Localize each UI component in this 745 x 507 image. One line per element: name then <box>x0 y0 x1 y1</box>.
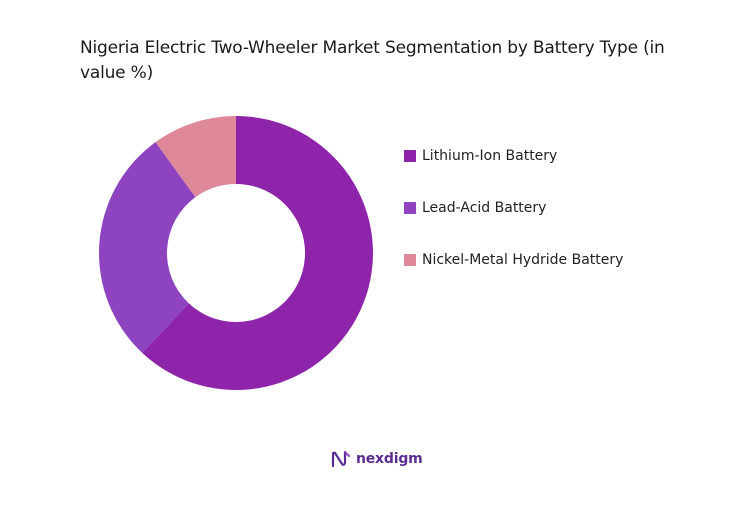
legend-swatch-nickel-metal-hydride <box>404 254 416 266</box>
donut-slice-lithium-ion <box>142 116 373 390</box>
nexdigm-logo-icon <box>331 450 350 468</box>
legend-item-nickel-metal-hydride: Nickel-Metal Hydride Battery <box>404 250 623 270</box>
legend-label-nickel-metal-hydride: Nickel-Metal Hydride Battery <box>422 252 624 268</box>
legend-label-lithium-ion: Lithium-Ion Battery <box>422 148 558 164</box>
chart-title: Nigeria Electric Two-Wheeler Market Segm… <box>80 38 665 83</box>
donut-slice-lead-acid <box>98 142 196 353</box>
legend-item-lithium-ion: Lithium-Ion Battery <box>404 146 623 166</box>
legend-label-lead-acid: Lead-Acid Battery <box>422 200 547 216</box>
brand-name: nexdigm <box>356 451 423 467</box>
chart-legend: Lithium-Ion Battery Lead-Acid Battery Ni… <box>404 146 623 302</box>
brand-logo: nexdigm <box>330 449 423 469</box>
donut-slice-nickel-metal-hydride <box>155 116 236 198</box>
legend-item-lead-acid: Lead-Acid Battery <box>404 198 623 218</box>
legend-swatch-lithium-ion <box>404 150 416 162</box>
legend-swatch-lead-acid <box>404 202 416 214</box>
